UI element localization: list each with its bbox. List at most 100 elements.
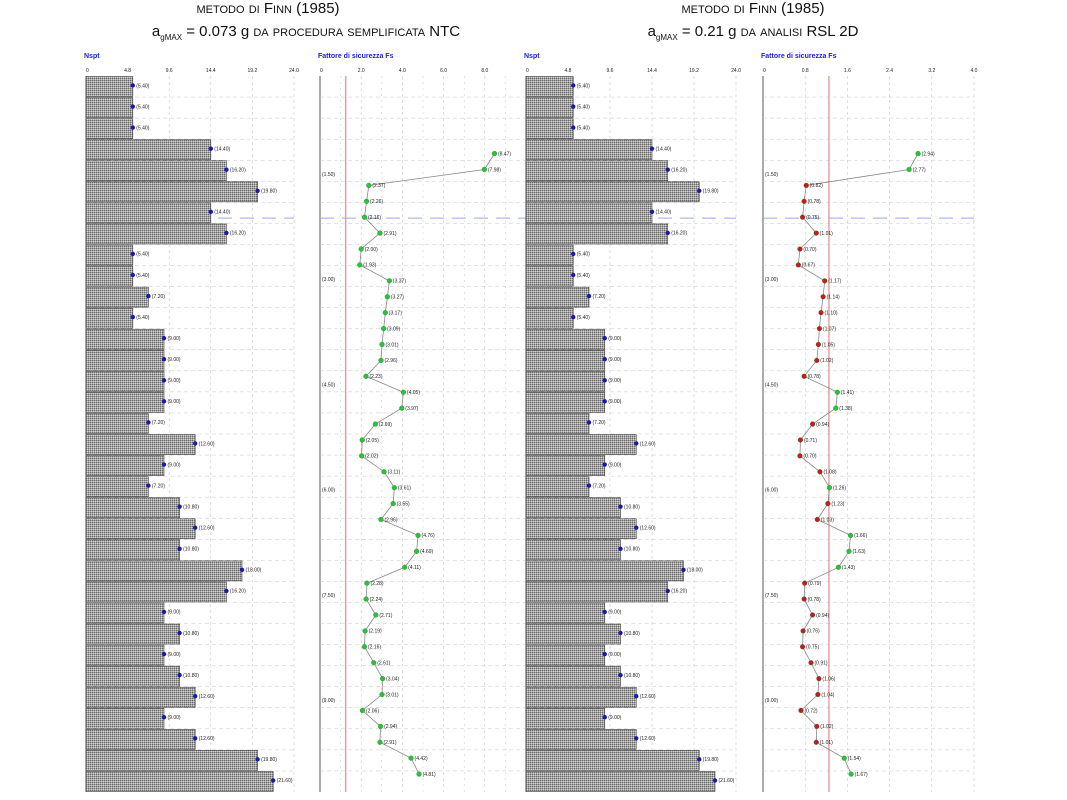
fs-value-label: (2.16): [368, 215, 381, 221]
fs-point: [815, 691, 821, 698]
nspt-point: [571, 272, 576, 278]
nspt-value-label: (14.40): [214, 210, 230, 216]
fs-value-label: (2.06): [366, 708, 379, 714]
nspt-bar: [85, 265, 134, 287]
nspt-point: [161, 651, 167, 657]
nspt-bar: [525, 286, 590, 308]
x-tick-label: 2.0: [358, 68, 365, 74]
nspt-bar: [525, 581, 669, 603]
fs-point: [362, 628, 368, 634]
nspt-value-label: (9.00): [608, 357, 621, 363]
nspt-bar: [85, 686, 196, 708]
fs-line: [797, 153, 919, 775]
nspt-value-label: (21.60): [719, 778, 735, 784]
nspt-point: [130, 83, 135, 88]
nspt-point: [255, 188, 260, 193]
nspt-point: [130, 251, 135, 257]
fs-point: [359, 707, 365, 714]
fs-line: [359, 153, 495, 775]
nspt-value-label: (16.20): [671, 168, 687, 174]
fs-value-label: (3.55): [397, 501, 410, 507]
fs-point: [378, 357, 384, 363]
nspt-point: [130, 125, 135, 130]
nspt-bar: [525, 244, 574, 266]
fs-point: [848, 532, 854, 538]
depth-label: (1.50): [322, 172, 335, 178]
nspt-point: [161, 715, 167, 720]
nspt-bar: [525, 371, 606, 392]
fs-value-label: (0.91): [815, 661, 828, 667]
fs-value-label: (0.70): [803, 247, 816, 253]
fs-point: [359, 453, 365, 459]
fs-value-label: (1.93): [363, 263, 376, 269]
nspt-point: [161, 378, 167, 383]
fs-point: [364, 198, 370, 204]
nspt-point: [697, 757, 702, 762]
nspt-value-label: (9.00): [608, 336, 621, 342]
fs-value-label: (3.97): [405, 406, 418, 412]
nspt-point: [193, 525, 198, 530]
x-tick-label: 19.2: [248, 68, 258, 74]
nspt-bar: [525, 223, 669, 245]
nspt-value-label: (10.80): [624, 547, 640, 553]
nspt-value-label: (16.20): [230, 168, 246, 174]
fs-value-label: (2.05): [366, 438, 379, 444]
fs-point: [377, 230, 383, 236]
fs-value-label: (3.09): [387, 326, 400, 332]
nspt-value-label: (9.00): [168, 610, 181, 616]
fs-value-label: (2.94): [384, 724, 397, 730]
nspt-point: [712, 778, 718, 783]
fs-value-label: (2.19): [369, 629, 382, 635]
nspt-bar: [85, 707, 165, 729]
nspt-value-label: (5.40): [136, 273, 149, 279]
nspt-point: [224, 167, 229, 172]
nspt-bar: [525, 265, 574, 287]
nspt-point: [130, 104, 135, 109]
panel-title: Fattore di sicurezza Fs: [318, 53, 394, 60]
fs-point: [810, 421, 816, 427]
fs-value-label: (4.05): [407, 390, 420, 396]
fs-point: [814, 723, 820, 729]
fs-value-label: (2.37): [372, 183, 385, 189]
nspt-bar: [525, 307, 574, 329]
fs-value-label: (0.94): [816, 422, 829, 428]
fs-point: [361, 644, 368, 650]
nspt-value-label: (19.80): [261, 189, 277, 195]
nspt-point: [146, 293, 151, 299]
fs-value-label: (1.10): [825, 310, 838, 316]
fs-point: [816, 326, 822, 332]
fs-value-label: (3.27): [391, 295, 404, 301]
fs-value-label: (3.01): [386, 692, 399, 698]
nspt-point: [665, 588, 670, 594]
fs-value-label: (7.98): [488, 167, 501, 173]
fs-point: [800, 214, 806, 220]
panel-2: Fattore di sicurezza Fs 0 2.0 4.0 6.0 8.0 (1.5…: [318, 53, 526, 792]
fs-point: [371, 660, 377, 666]
fs-value-label: (0.82): [810, 183, 823, 189]
fs-point: [380, 676, 386, 682]
panel-title: Fattore di sicurezza Fs: [761, 53, 837, 60]
fs-point: [415, 532, 421, 538]
method-title-left: metodo di Finn (1985): [196, 0, 339, 17]
nspt-bar: [85, 371, 165, 392]
fs-point: [797, 453, 803, 459]
nspt-point: [193, 693, 198, 699]
header-left: metodo di Finn (1985) agMAX = 0.073 g da…: [152, 0, 460, 42]
fs-value-label: (0.94): [816, 613, 829, 619]
nspt-point: [161, 462, 167, 467]
fs-point: [416, 771, 422, 777]
fs-point: [797, 437, 804, 443]
nspt-bar: [525, 518, 637, 540]
x-tick-label: 8.0: [481, 68, 488, 74]
panel-title: Nspt: [524, 53, 540, 60]
fs-point: [378, 516, 384, 523]
fs-value-label: (4.81): [423, 772, 436, 778]
nspt-bar: [525, 118, 574, 139]
fs-value-label: (2.26): [370, 199, 383, 205]
nspt-point: [571, 251, 576, 257]
fs-value-label: (2.28): [370, 581, 383, 587]
fs-value-label: (0.75): [806, 645, 819, 651]
fs-point: [826, 485, 833, 491]
nspt-point: [224, 230, 229, 236]
nspt-bar: [525, 202, 653, 224]
